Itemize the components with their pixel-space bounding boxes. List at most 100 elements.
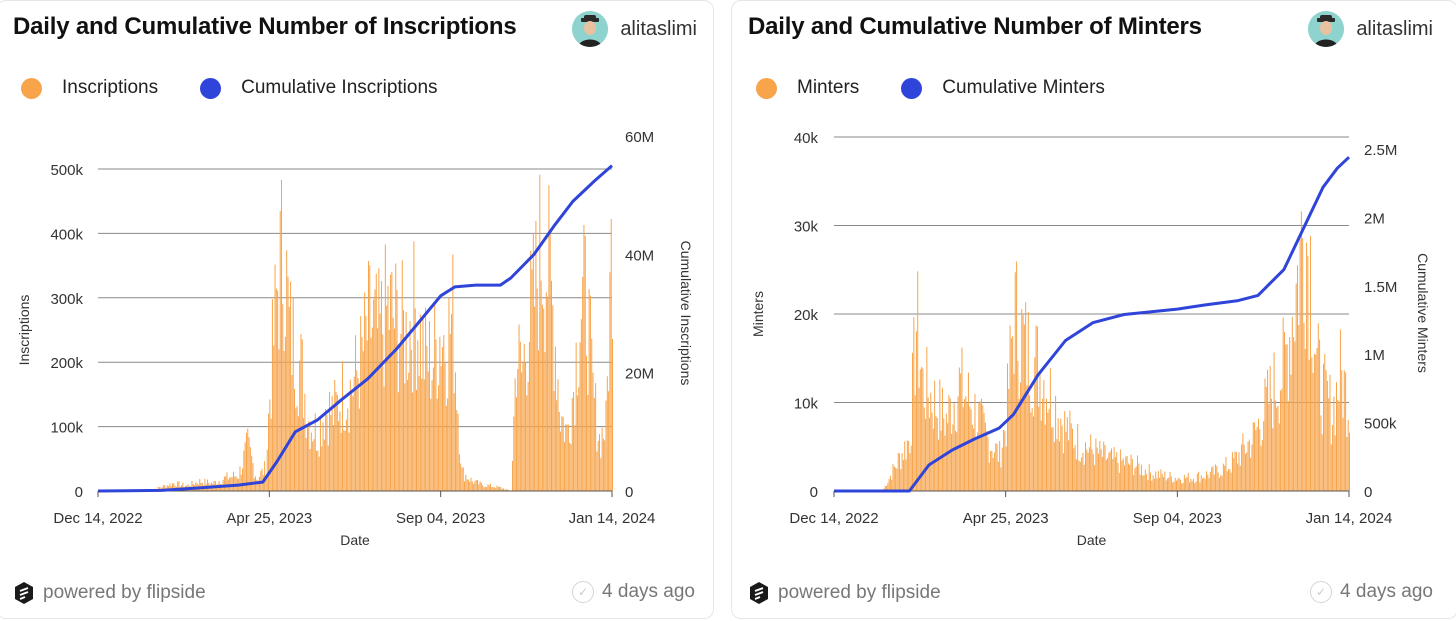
bar (893, 466, 895, 491)
bar (332, 425, 334, 491)
bar (286, 250, 288, 491)
bar (327, 445, 329, 491)
bar (886, 486, 888, 491)
bar (1246, 452, 1248, 491)
bar (1343, 370, 1345, 491)
bar (1291, 316, 1293, 491)
bar (240, 474, 242, 491)
bar (461, 467, 463, 491)
bar (1090, 434, 1092, 491)
bar (932, 428, 934, 491)
y-tick-label: 20k (794, 307, 819, 324)
x-axis-title: Date (1077, 532, 1107, 548)
bar (232, 471, 234, 491)
bar (1147, 479, 1149, 491)
bar (977, 432, 979, 491)
powered-by-footer[interactable]: powered by flipside (13, 581, 206, 605)
bar (547, 296, 549, 491)
bar (988, 462, 990, 491)
bar (1118, 472, 1120, 491)
bar (207, 479, 209, 491)
bar (1017, 360, 1019, 491)
bar (515, 397, 517, 491)
y2-tick-label: 0 (625, 484, 633, 501)
chart-title: Daily and Cumulative Number of Inscripti… (13, 13, 517, 40)
bar (1300, 211, 1302, 492)
legend-item-cumulative-inscriptions[interactable]: Cumulative Inscriptions (200, 77, 438, 99)
bar (470, 477, 472, 491)
bar (239, 466, 241, 491)
bar (897, 452, 899, 491)
bar (1137, 455, 1139, 491)
bar (452, 254, 454, 491)
bar (951, 433, 953, 491)
bar (1274, 400, 1276, 491)
y-tick-label: 400k (50, 226, 83, 243)
bar (335, 392, 337, 491)
bar (1241, 444, 1243, 491)
bar (313, 439, 315, 491)
bar (330, 415, 332, 491)
bar (1111, 448, 1113, 491)
bar (312, 441, 314, 491)
bar (576, 395, 578, 491)
bar (297, 416, 299, 491)
bar (609, 272, 611, 491)
bar (497, 486, 499, 491)
bar (536, 288, 538, 491)
bar (895, 467, 897, 491)
bar (1243, 444, 1245, 491)
bar (1157, 471, 1159, 491)
legend-item-inscriptions[interactable]: Inscriptions (21, 77, 158, 99)
bar (448, 298, 450, 491)
bar (597, 440, 599, 491)
legend-item-minters[interactable]: Minters (756, 77, 859, 99)
bar (1257, 418, 1259, 491)
x-tick-label: Dec 14, 2022 (53, 510, 142, 527)
bar (247, 428, 249, 491)
author-link[interactable]: alitaslimi (572, 11, 697, 47)
bar (544, 352, 546, 491)
bar (1066, 417, 1068, 491)
bar (922, 368, 924, 491)
powered-by-footer[interactable]: powered by flipside (748, 581, 941, 605)
bar (1294, 341, 1296, 491)
legend-item-cumulative-minters[interactable]: Cumulative Minters (901, 77, 1105, 99)
bar (1146, 474, 1148, 491)
bar (593, 397, 595, 491)
author-link[interactable]: alitaslimi (1308, 11, 1433, 47)
x-tick-label: Dec 14, 2022 (789, 510, 878, 527)
chart-card-inscriptions: Daily and Cumulative Number of Inscripti… (0, 0, 714, 619)
bar (970, 409, 972, 491)
bar (458, 454, 460, 491)
bar (361, 337, 363, 491)
bar (426, 346, 428, 491)
bar (971, 424, 973, 491)
bar (443, 335, 445, 491)
bar (182, 482, 184, 491)
bar (1091, 449, 1093, 491)
bar (1045, 398, 1047, 491)
bar (1202, 478, 1204, 491)
flipside-logo-icon (750, 582, 768, 604)
bar (912, 352, 914, 491)
bar (504, 489, 506, 491)
bar (1250, 457, 1252, 491)
bar (439, 336, 441, 491)
bar (1139, 474, 1141, 491)
bar (484, 486, 486, 491)
bar (364, 292, 366, 491)
check-circle-icon: ✓ (572, 581, 595, 603)
bar (1047, 412, 1049, 491)
bar (1114, 457, 1116, 491)
bar (251, 455, 253, 491)
bar (1207, 474, 1209, 491)
bar (962, 407, 964, 491)
y2-axis-title: Cumulative Inscriptions (678, 241, 694, 386)
bar (610, 218, 612, 492)
bar (1125, 456, 1127, 491)
bar (913, 317, 915, 491)
bar (1321, 434, 1323, 491)
bar (471, 481, 473, 491)
bar (278, 349, 280, 491)
